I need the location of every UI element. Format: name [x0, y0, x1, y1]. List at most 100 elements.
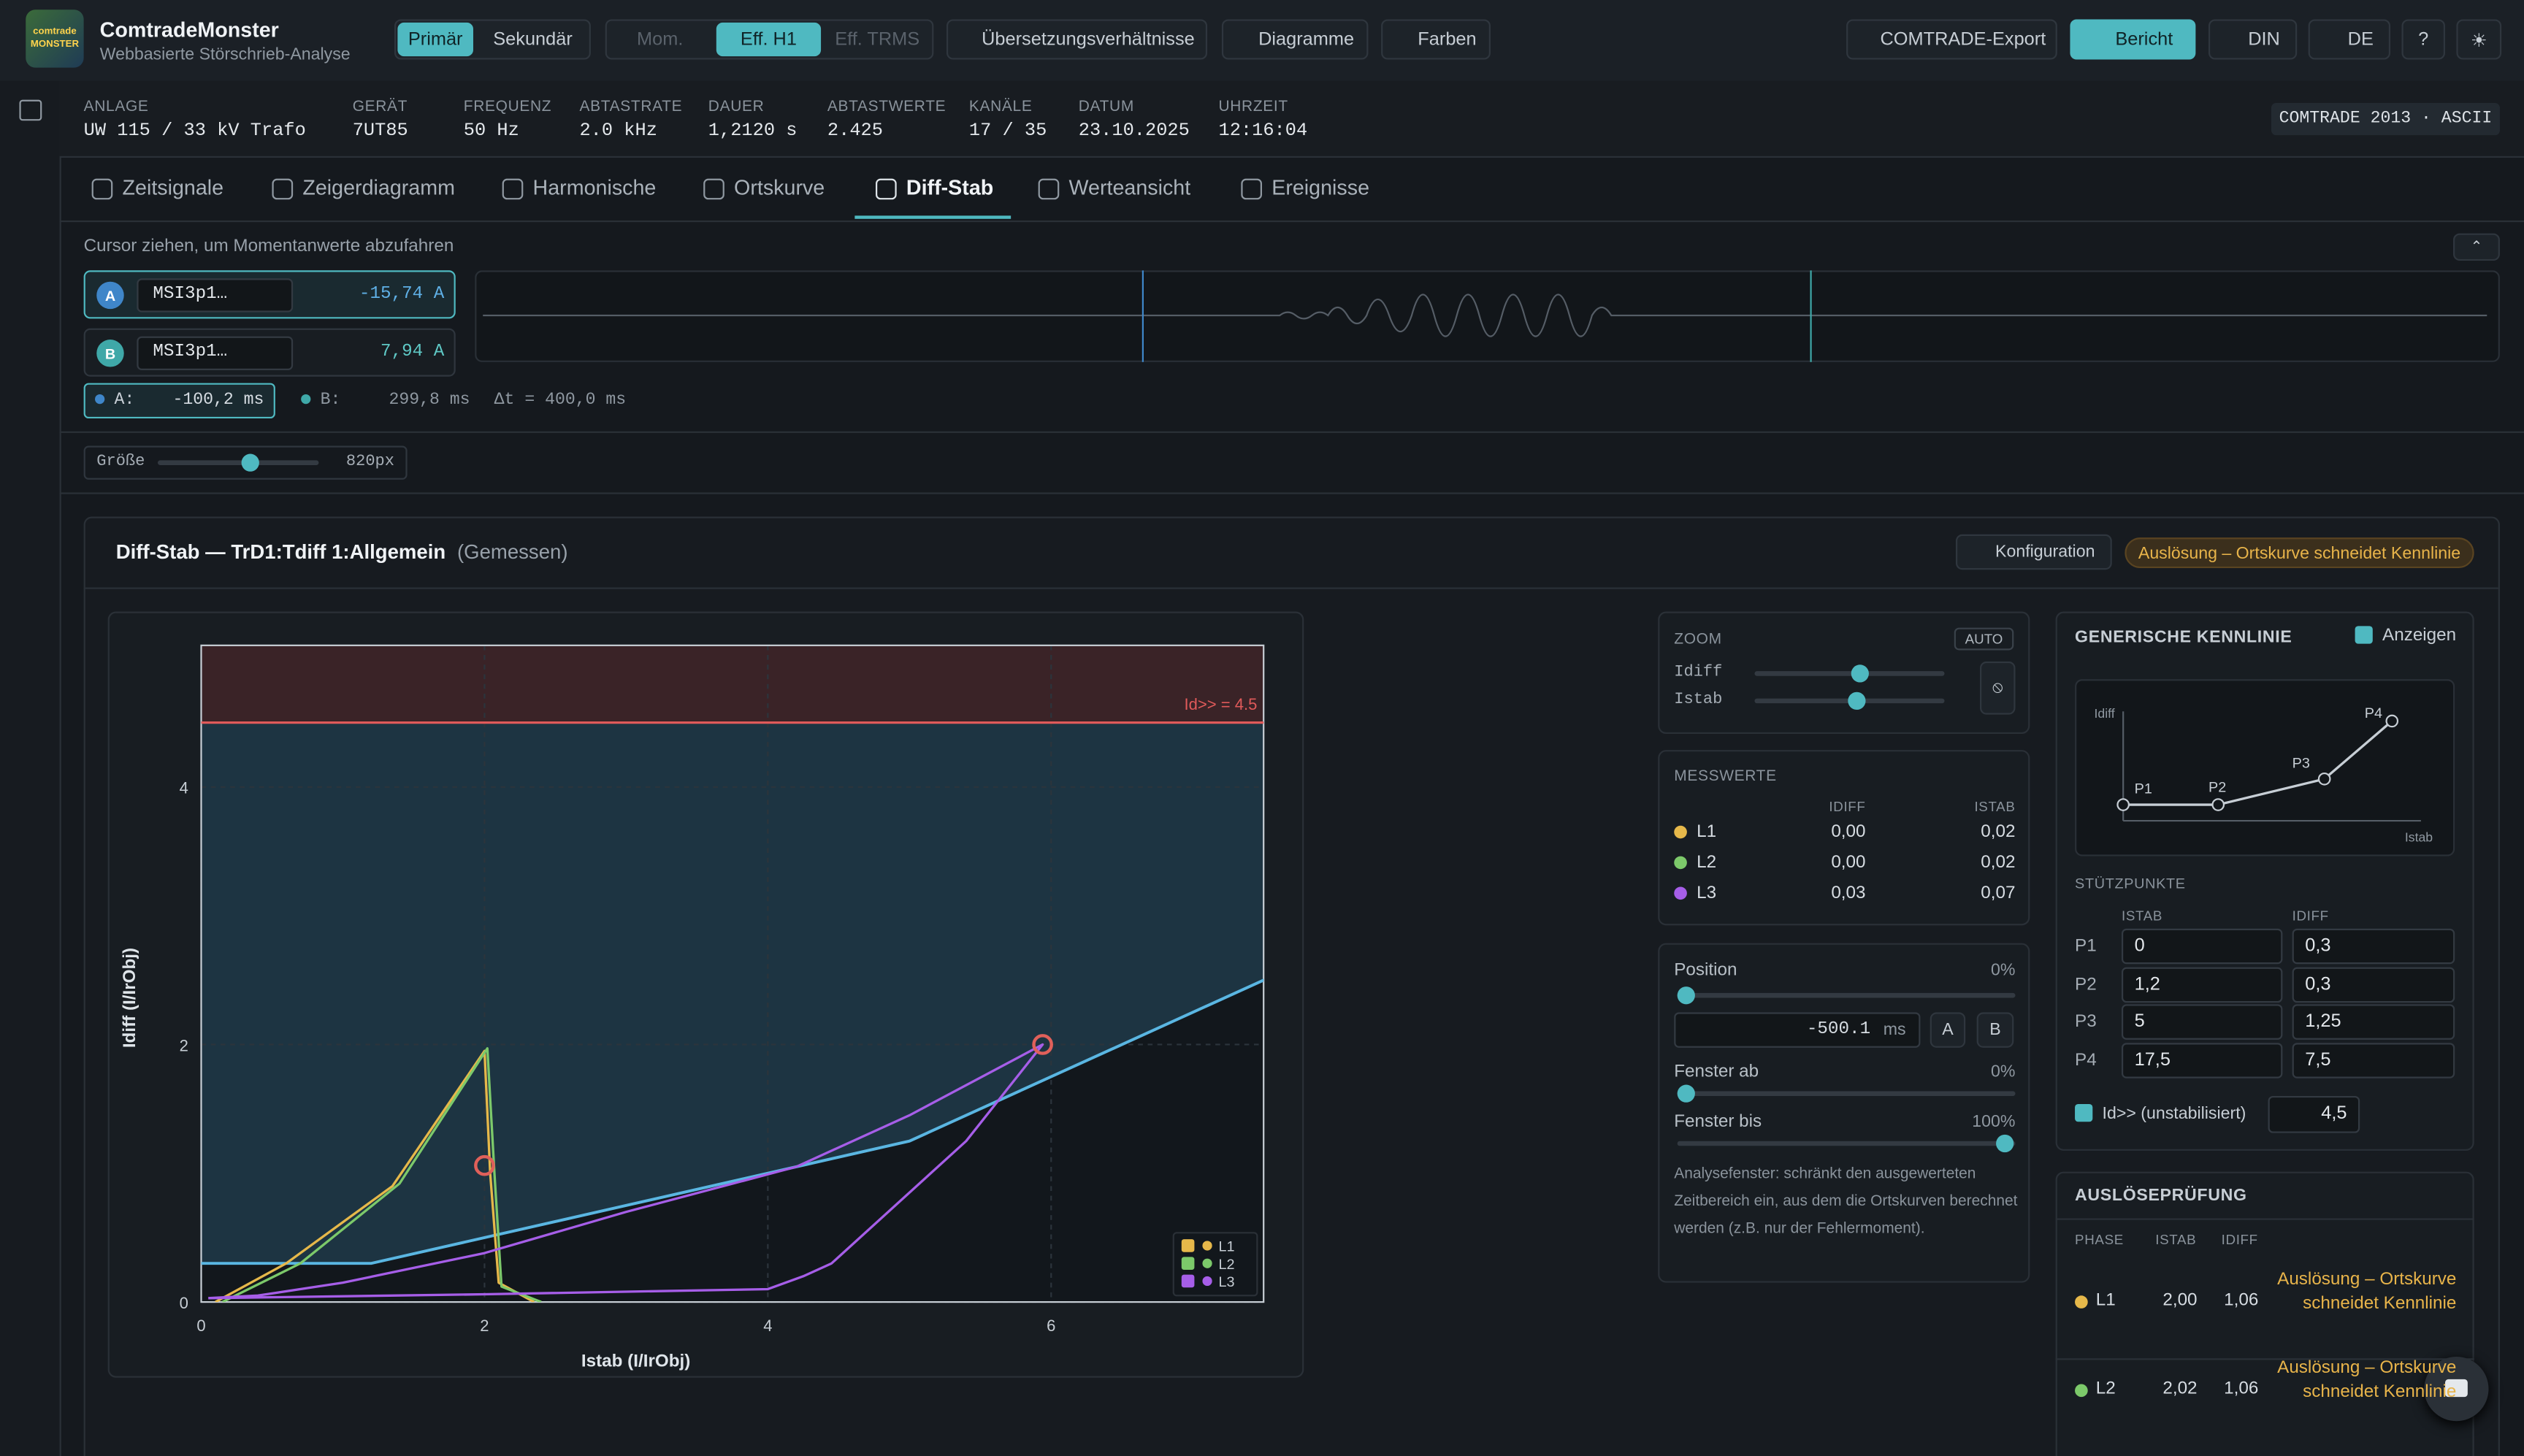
secondary-button[interactable]: Sekundär — [493, 29, 573, 50]
to-label: Fenster bis — [1674, 1112, 1762, 1132]
from-thumb[interactable] — [1677, 1084, 1695, 1103]
legend-label: L2 — [1218, 1257, 1234, 1273]
panel-title: Diff-Stab — TrD1:Tdiff 1:Allgemein — [115, 540, 446, 564]
info-value: UW 115 / 33 kV Trafo — [83, 120, 306, 142]
x-tick-label: 4 — [763, 1317, 772, 1335]
measured-header: ISTAB — [1974, 798, 2016, 815]
cursor-a-channel[interactable]: MSI3p1… — [137, 278, 294, 313]
point-idiff[interactable]: 0,3 — [2292, 966, 2455, 1003]
istab-value: 0,02 — [1981, 853, 2016, 873]
zoom-idiff-track[interactable] — [1754, 671, 1945, 676]
idd-checkbox[interactable] — [2075, 1103, 2093, 1122]
point-idiff[interactable]: 7,5 — [2292, 1042, 2455, 1078]
mom-button[interactable]: Mom. — [636, 29, 684, 50]
size-track[interactable] — [157, 460, 319, 465]
unlink-button[interactable]: ⦸ — [1980, 661, 2016, 715]
tab[interactable]: Zeitsignale — [122, 175, 224, 200]
set-a-button[interactable]: A — [1930, 1012, 1966, 1048]
sidebar-toggle[interactable] — [19, 99, 42, 121]
divider — [59, 431, 2524, 433]
tab-icon — [91, 178, 113, 200]
idd-input[interactable]: 4,5 — [2268, 1095, 2360, 1133]
trip-header: PHASE — [2075, 1231, 2124, 1248]
position-unit: ms — [1883, 1020, 1906, 1040]
idiff-value: 0,00 — [1831, 853, 1866, 873]
point-idiff[interactable]: 1,25 — [2292, 1004, 2455, 1040]
logo: comtrade MONSTER — [26, 9, 84, 68]
theme-button[interactable]: ☀ — [2456, 19, 2502, 60]
info-value: 7UT85 — [352, 120, 408, 142]
config-button[interactable]: Konfiguration — [1955, 534, 2112, 570]
cursor-b-channel[interactable]: MSI3p1… — [137, 336, 294, 370]
series-line — [221, 1047, 542, 1303]
cursor-a-value: -15,74 A — [359, 285, 445, 304]
tab[interactable]: Werteansicht — [1068, 175, 1191, 200]
zoom-idiff-thumb[interactable] — [1851, 664, 1869, 683]
cursor-hint: Cursor ziehen, um Momentanwerte abzufahr… — [83, 236, 454, 256]
divider — [2055, 1358, 2474, 1360]
cursor-a-time-box[interactable] — [83, 383, 275, 419]
operating-point — [474, 1154, 495, 1176]
points-header: ISTAB — [2121, 908, 2163, 924]
operate-zone — [201, 722, 1264, 1264]
point-name: P3 — [2075, 1012, 2097, 1032]
legend-box — [1172, 1232, 1258, 1297]
primary-button[interactable]: Primär — [397, 22, 473, 57]
point-istab[interactable]: 1,2 — [2121, 966, 2283, 1003]
din-button[interactable]: DIN — [2208, 19, 2298, 60]
position-track[interactable] — [1677, 992, 2016, 998]
size-box — [83, 445, 408, 480]
show-checkbox[interactable] — [2355, 626, 2373, 644]
plot-frame — [200, 644, 1265, 1303]
point-istab[interactable]: 0 — [2121, 928, 2283, 965]
mini-characteristic: Idiff Istab P1 P2 P3 P4 — [2075, 679, 2455, 857]
tab-bar — [59, 156, 2524, 223]
y-tick-label: 0 — [180, 1294, 188, 1312]
from-track[interactable] — [1677, 1091, 2016, 1096]
size-thumb[interactable] — [241, 453, 259, 472]
set-b-button[interactable]: B — [1976, 1012, 2014, 1048]
trip-title: AUSLÖSEPRÜFUNG — [2075, 1186, 2247, 1206]
legend-swatch — [1202, 1276, 1212, 1287]
help-button[interactable]: ? — [2401, 19, 2445, 60]
position-pct: 0% — [1991, 960, 2016, 981]
position-input[interactable] — [1674, 1012, 1921, 1048]
point-name: P4 — [2075, 1050, 2097, 1070]
tab[interactable]: Diff-Stab — [906, 175, 994, 200]
diagrams-button[interactable]: Diagramme — [1221, 19, 1369, 60]
point-istab[interactable]: 17,5 — [2121, 1042, 2283, 1078]
colors-button[interactable]: Farben — [1381, 19, 1491, 60]
tab[interactable]: Ortskurve — [734, 175, 825, 200]
export-button[interactable]: COMTRADE-Export — [1846, 19, 2057, 60]
ratios-button[interactable]: Übersetzungsverhältnisse — [946, 19, 1208, 60]
language-button[interactable]: DE — [2308, 19, 2391, 60]
tab[interactable]: Ereignisse — [1271, 175, 1370, 200]
info-value: 12:16:04 — [1218, 120, 1308, 142]
position-thumb[interactable] — [1677, 986, 1695, 1005]
y-tick-label: 2 — [180, 1036, 188, 1054]
info-label: ABTASTWERTE — [827, 98, 946, 116]
report-button[interactable]: Bericht — [2070, 19, 2196, 60]
to-track[interactable] — [1677, 1141, 2016, 1146]
collapse-button[interactable]: ⌃ — [2453, 233, 2500, 261]
cursor-b-time-label: B: — [320, 391, 341, 411]
x-tick-label: 6 — [1047, 1317, 1055, 1335]
point-istab[interactable]: 5 — [2121, 1004, 2283, 1040]
eff-trms-button[interactable]: Eff. TRMS — [835, 29, 920, 50]
eff-h1-button[interactable]: Eff. H1 — [716, 22, 822, 57]
tab[interactable]: Zeigerdiagramm — [302, 175, 455, 200]
trip-header: ISTAB — [2155, 1231, 2197, 1248]
sidebar — [0, 80, 61, 1456]
zoom-istab-thumb[interactable] — [1848, 691, 1866, 710]
info-label: DATUM — [1078, 98, 1134, 116]
point-idiff[interactable]: 0,3 — [2292, 928, 2455, 965]
phase-name: L2 — [1697, 853, 1717, 873]
phase-dot — [2075, 1295, 2088, 1309]
info-label: UHRZEIT — [1218, 98, 1288, 116]
trip-zone — [201, 645, 1264, 723]
legend-checkbox — [1181, 1274, 1195, 1288]
auto-button[interactable]: AUTO — [1954, 627, 2014, 651]
tab[interactable]: Harmonische — [532, 175, 657, 200]
phase-dot — [1674, 825, 1687, 839]
to-thumb[interactable] — [1996, 1134, 2014, 1153]
